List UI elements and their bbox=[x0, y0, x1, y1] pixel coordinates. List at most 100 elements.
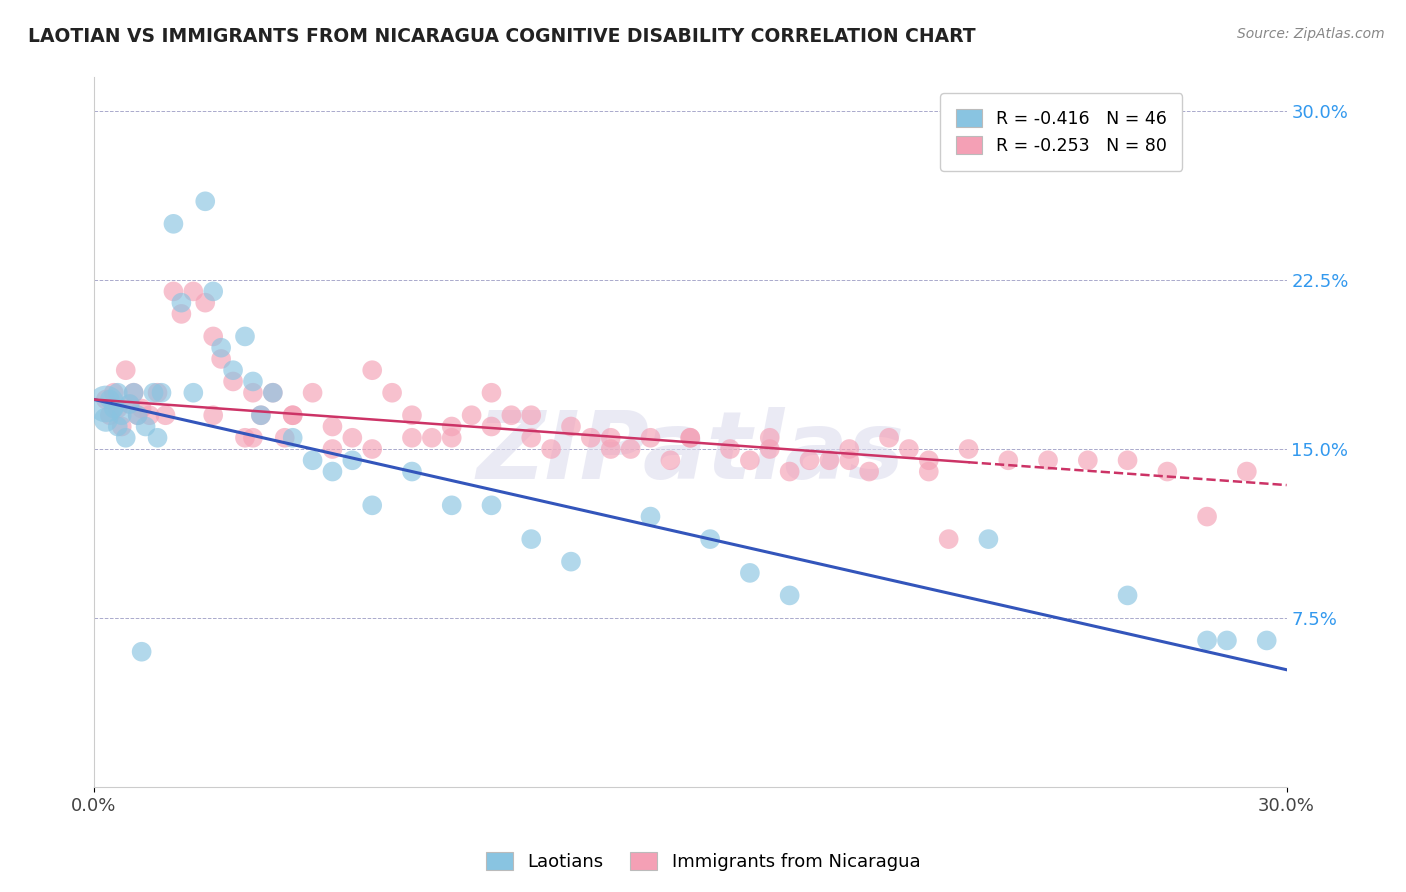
Point bbox=[242, 375, 264, 389]
Point bbox=[114, 431, 136, 445]
Point bbox=[162, 217, 184, 231]
Point bbox=[142, 385, 165, 400]
Point bbox=[107, 401, 129, 416]
Point bbox=[401, 465, 423, 479]
Point bbox=[98, 392, 121, 407]
Point bbox=[131, 401, 153, 416]
Point bbox=[738, 453, 761, 467]
Point bbox=[738, 566, 761, 580]
Point bbox=[342, 431, 364, 445]
Legend: R = -0.416   N = 46, R = -0.253   N = 80: R = -0.416 N = 46, R = -0.253 N = 80 bbox=[941, 94, 1182, 170]
Point bbox=[838, 453, 860, 467]
Point bbox=[281, 431, 304, 445]
Point bbox=[381, 385, 404, 400]
Point bbox=[520, 409, 543, 423]
Point bbox=[779, 465, 801, 479]
Point bbox=[209, 341, 232, 355]
Point bbox=[897, 442, 920, 456]
Point bbox=[481, 499, 503, 513]
Point bbox=[1116, 589, 1139, 603]
Point bbox=[118, 397, 141, 411]
Point bbox=[111, 409, 134, 423]
Point bbox=[1077, 453, 1099, 467]
Point bbox=[620, 442, 643, 456]
Point bbox=[877, 431, 900, 445]
Point bbox=[440, 419, 463, 434]
Point bbox=[138, 409, 160, 423]
Point bbox=[135, 419, 157, 434]
Point bbox=[938, 532, 960, 546]
Point bbox=[250, 409, 273, 423]
Point bbox=[114, 363, 136, 377]
Point bbox=[274, 431, 297, 445]
Point bbox=[170, 307, 193, 321]
Point bbox=[146, 431, 169, 445]
Point bbox=[321, 442, 343, 456]
Point bbox=[222, 363, 245, 377]
Point bbox=[1236, 465, 1258, 479]
Point bbox=[440, 499, 463, 513]
Point bbox=[262, 385, 284, 400]
Point bbox=[301, 453, 323, 467]
Point bbox=[858, 465, 880, 479]
Point bbox=[659, 453, 682, 467]
Point bbox=[540, 442, 562, 456]
Point bbox=[957, 442, 980, 456]
Point bbox=[321, 465, 343, 479]
Point bbox=[520, 532, 543, 546]
Point bbox=[122, 385, 145, 400]
Point bbox=[918, 453, 941, 467]
Point bbox=[242, 431, 264, 445]
Point bbox=[718, 442, 741, 456]
Point bbox=[281, 409, 304, 423]
Point bbox=[94, 397, 117, 411]
Point bbox=[194, 295, 217, 310]
Point bbox=[127, 409, 149, 423]
Point bbox=[699, 532, 721, 546]
Point bbox=[401, 431, 423, 445]
Point bbox=[107, 385, 129, 400]
Point bbox=[202, 329, 225, 343]
Point bbox=[579, 431, 602, 445]
Point bbox=[1197, 633, 1219, 648]
Point bbox=[918, 465, 941, 479]
Point bbox=[342, 453, 364, 467]
Point bbox=[838, 442, 860, 456]
Point bbox=[501, 409, 523, 423]
Point bbox=[640, 431, 662, 445]
Point bbox=[1197, 509, 1219, 524]
Point bbox=[520, 431, 543, 445]
Point bbox=[209, 351, 232, 366]
Point bbox=[94, 392, 117, 407]
Point bbox=[118, 397, 141, 411]
Point bbox=[103, 385, 125, 400]
Point bbox=[599, 431, 621, 445]
Point bbox=[250, 409, 273, 423]
Point bbox=[1256, 633, 1278, 648]
Point bbox=[150, 385, 173, 400]
Point bbox=[758, 442, 780, 456]
Point bbox=[146, 385, 169, 400]
Point bbox=[233, 431, 256, 445]
Point bbox=[194, 194, 217, 209]
Point bbox=[94, 413, 117, 427]
Point bbox=[162, 285, 184, 299]
Point bbox=[262, 385, 284, 400]
Point bbox=[818, 453, 841, 467]
Point bbox=[361, 363, 384, 377]
Text: ZIPatlas: ZIPatlas bbox=[477, 408, 904, 500]
Point bbox=[181, 285, 204, 299]
Point bbox=[799, 453, 821, 467]
Point bbox=[122, 385, 145, 400]
Point bbox=[440, 431, 463, 445]
Text: Source: ZipAtlas.com: Source: ZipAtlas.com bbox=[1237, 27, 1385, 41]
Point bbox=[98, 409, 121, 423]
Point bbox=[599, 442, 621, 456]
Point bbox=[222, 375, 245, 389]
Point bbox=[1216, 633, 1239, 648]
Point bbox=[420, 431, 443, 445]
Point bbox=[202, 409, 225, 423]
Point bbox=[233, 329, 256, 343]
Point bbox=[977, 532, 1000, 546]
Point bbox=[301, 385, 323, 400]
